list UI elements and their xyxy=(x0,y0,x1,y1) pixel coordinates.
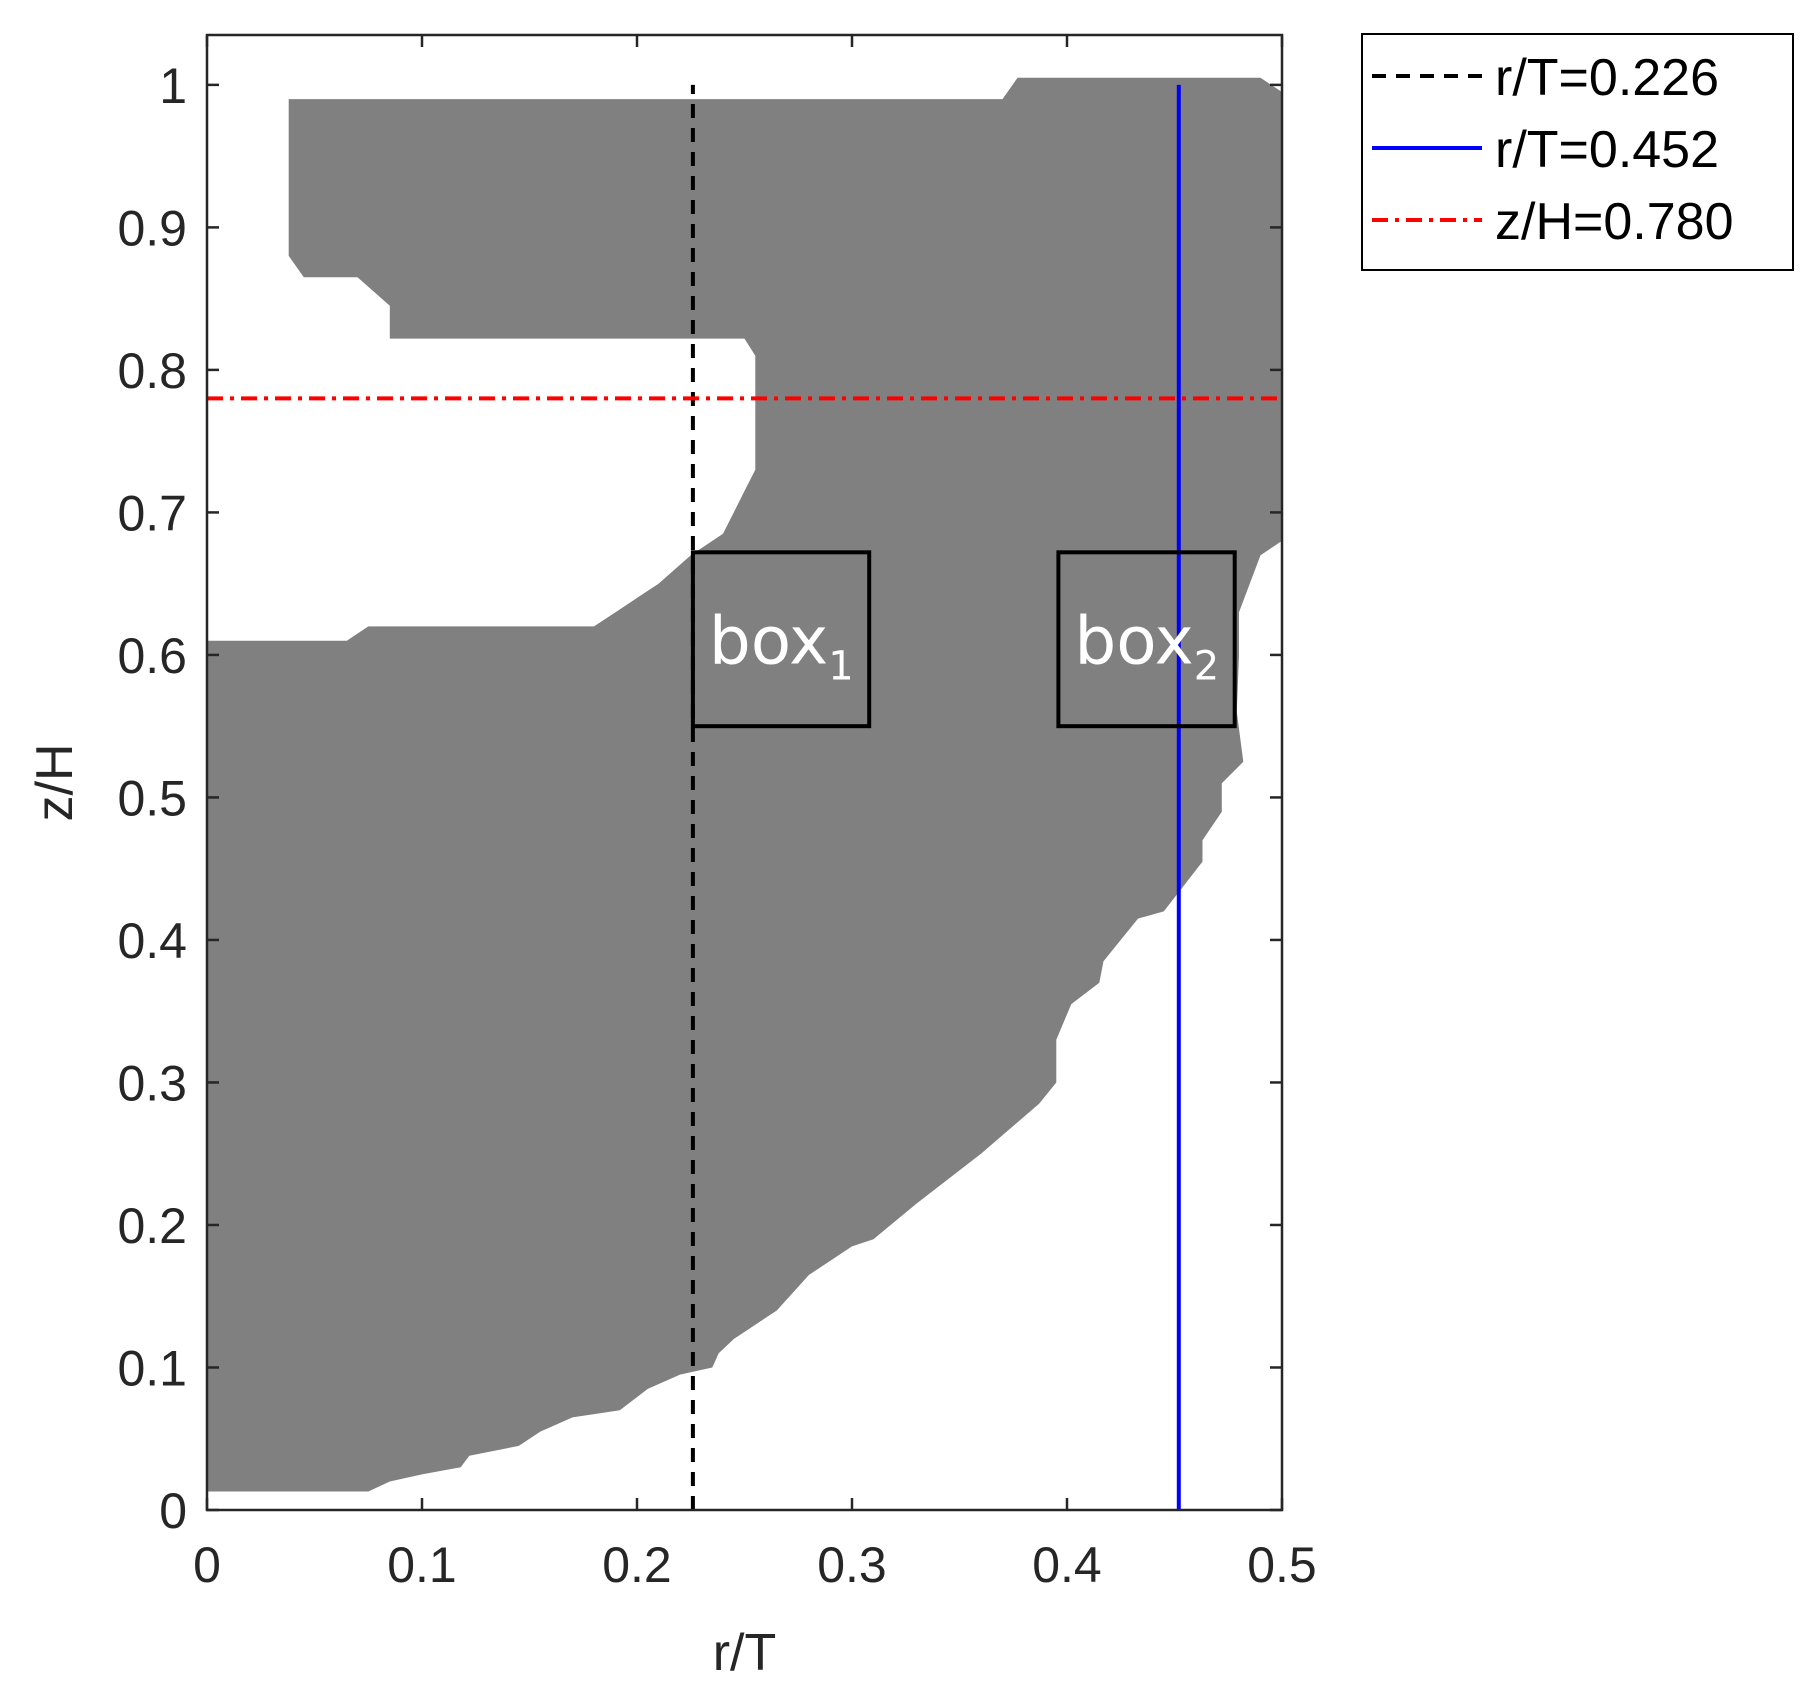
y-tick-label: 0.2 xyxy=(117,1198,187,1254)
y-tick-label: 0.1 xyxy=(117,1340,187,1396)
gray-region xyxy=(207,77,1282,1492)
y-axis-label: z/H xyxy=(26,744,84,822)
reference-lines xyxy=(207,84,1282,1510)
box-annotations: box1 box2 xyxy=(690,550,1237,729)
y-tick-label: 0.5 xyxy=(117,770,187,826)
x-tick-label: 0 xyxy=(193,1537,221,1593)
x-tick-label: 0.3 xyxy=(817,1537,887,1593)
legend-label-1: r/T=0.226 xyxy=(1495,49,1719,107)
y-tick-label: 0.8 xyxy=(117,343,187,399)
plot-frame xyxy=(205,33,1284,1512)
legend-box xyxy=(1361,33,1794,271)
y-tick-label: 0.3 xyxy=(117,1055,187,1111)
x-tick-label: 0.4 xyxy=(1032,1537,1102,1593)
axes: 0 0.1 0.2 0.3 0.4 0.5 0 0.1 0.2 0.3 0.4 0.5 0.6 0.7 0.… xyxy=(117,33,1317,1593)
y-tick-label: 0.9 xyxy=(117,200,187,256)
box-1-outline xyxy=(690,550,872,729)
x-tick-label: 0.5 xyxy=(1247,1537,1317,1593)
y-tick-label: 0.7 xyxy=(117,485,187,541)
legend: r/T=0.226 r/T=0.452 z/H=0.780 xyxy=(1361,33,1794,271)
box-2-outline xyxy=(1056,550,1237,729)
y-tick-label: 0 xyxy=(159,1483,187,1539)
box-1-label: box1 xyxy=(709,602,854,689)
box-2-label: box2 xyxy=(1074,602,1219,689)
x-tick-label: 0.2 xyxy=(602,1537,672,1593)
y-tick-label: 0.4 xyxy=(117,913,187,969)
region-layer xyxy=(207,77,1282,1492)
x-axis-label: r/T xyxy=(713,1624,777,1682)
legend-label-2: r/T=0.452 xyxy=(1495,121,1719,179)
x-tick-label: 0.1 xyxy=(387,1537,457,1593)
legend-label-3: z/H=0.780 xyxy=(1495,193,1734,251)
y-tick-label: 1 xyxy=(159,58,187,114)
y-tick-label: 0.6 xyxy=(117,628,187,684)
